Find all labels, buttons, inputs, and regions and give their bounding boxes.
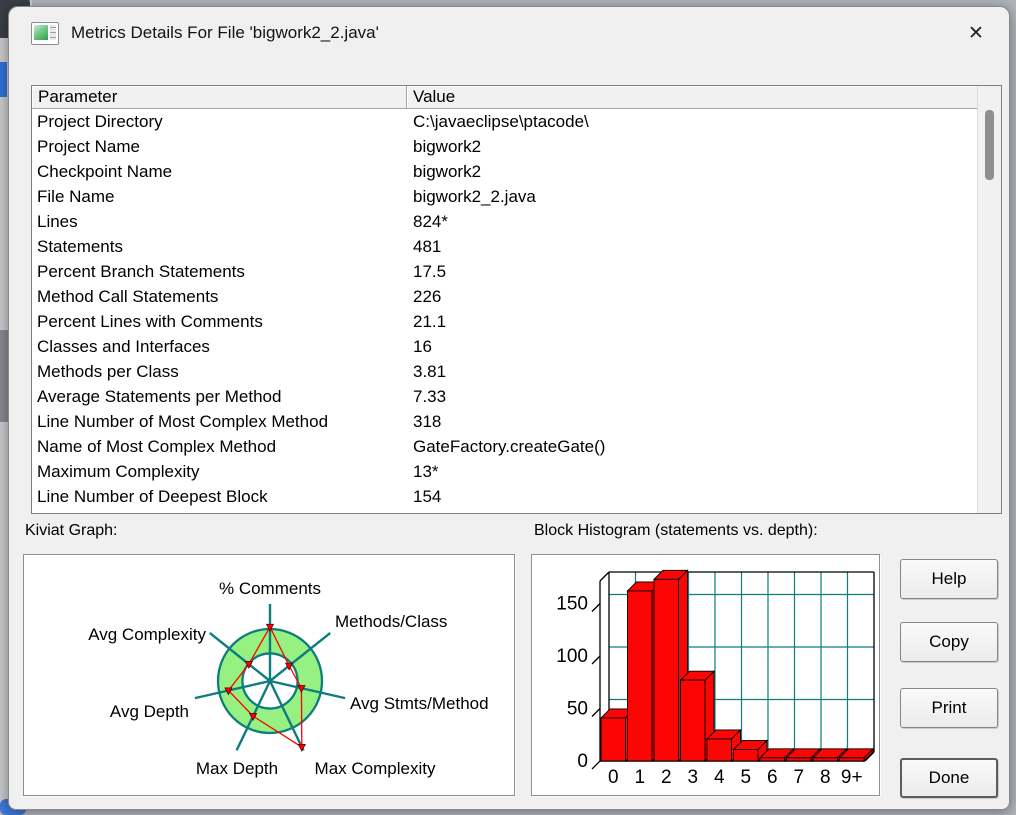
window-title: Metrics Details For File 'bigwork2_2.jav… [71, 23, 379, 42]
table-row[interactable]: Line Number of Deepest Block 154 [32, 484, 978, 509]
close-icon: ✕ [968, 22, 984, 44]
svg-text:5: 5 [740, 767, 751, 788]
kiviat-radar-chart: % Comments Methods/Class Avg Stmts/Method M… [88, 579, 489, 778]
column-header-parameter[interactable]: Parameter [32, 86, 407, 109]
svg-text:Max Depth: Max Depth [196, 759, 278, 778]
table-row[interactable]: Classes and Interfaces 16 [32, 334, 978, 359]
cell-parameter: Project Directory [37, 112, 163, 131]
cell-value: 824* [413, 212, 448, 231]
svg-text:0: 0 [577, 751, 588, 772]
table-row[interactable]: Lines 824* [32, 209, 978, 234]
table-row[interactable]: File Name bigwork2_2.java [32, 184, 978, 209]
metrics-table: Parameter Value Project Directory C:\java… [31, 85, 1002, 514]
cell-value: 154 [413, 487, 442, 506]
svg-text:6: 6 [767, 767, 778, 788]
svg-text:Methods/Class: Methods/Class [335, 612, 447, 631]
cell-parameter: File Name [37, 187, 115, 206]
vertical-scrollbar[interactable] [977, 86, 1001, 513]
cell-value: bigwork2 [413, 137, 482, 156]
cell-parameter: Classes and Interfaces [37, 337, 210, 356]
cell-parameter: Name of Most Complex Method [37, 437, 277, 456]
metrics-details-dialog: Metrics Details For File 'bigwork2_2.jav… [8, 6, 1010, 810]
cell-parameter: Line Number of Deepest Block [37, 487, 268, 506]
cell-parameter: Methods per Class [37, 362, 179, 381]
svg-text:3: 3 [687, 767, 698, 788]
svg-text:8: 8 [820, 767, 831, 788]
cell-parameter: Checkpoint Name [37, 162, 173, 181]
svg-text:Avg Stmts/Method: Avg Stmts/Method [350, 694, 489, 713]
svg-text:1: 1 [634, 767, 645, 788]
cell-value: bigwork2_2.java [413, 187, 536, 206]
cell-value: bigwork2 [413, 162, 482, 181]
print-button[interactable]: Print [900, 688, 998, 728]
copy-button[interactable]: Copy [900, 622, 998, 662]
kiviat-graph-panel: % Comments Methods/Class Avg Stmts/Method M… [23, 554, 515, 796]
table-row[interactable]: Methods per Class 3.81 [32, 359, 978, 384]
close-button[interactable]: ✕ [953, 15, 999, 51]
table-row[interactable]: Project Name bigwork2 [32, 134, 978, 159]
svg-text:0: 0 [608, 767, 619, 788]
svg-text:Max Complexity: Max Complexity [315, 759, 436, 778]
table-row[interactable]: Average Statements per Method 7.33 [32, 384, 978, 409]
table-row[interactable]: Checkpoint Name bigwork2 [32, 159, 978, 184]
table-row[interactable]: Name of Most Complex Method GateFactory.c… [32, 434, 978, 459]
table-row[interactable]: Percent Branch Statements 17.5 [32, 259, 978, 284]
svg-text:Avg Depth: Avg Depth [110, 702, 189, 721]
cell-parameter: Percent Lines with Comments [37, 312, 263, 331]
cell-value: 21.1 [413, 312, 447, 331]
cell-parameter: Percent Branch Statements [37, 262, 245, 281]
background-window-edge-dark [0, 330, 8, 422]
cell-parameter: Lines [37, 212, 78, 231]
table-row[interactable]: Method Call Statements 226 [32, 284, 978, 309]
svg-text:150: 150 [556, 594, 588, 615]
cell-value: 13* [413, 462, 439, 481]
cell-value: 226 [413, 287, 442, 306]
scrollbar-thumb[interactable] [985, 110, 994, 180]
svg-text:Avg Complexity: Avg Complexity [88, 625, 206, 644]
cell-value: 7.33 [413, 387, 447, 406]
svg-text:7: 7 [793, 767, 804, 788]
block-histogram-panel: 0 50 100 150 0 1 2 3 4 5 6 7 8 9+ [531, 554, 880, 796]
kiviat-graph-label: Kiviat Graph: [25, 522, 118, 539]
cell-value: 481 [413, 237, 442, 256]
cell-parameter: Average Statements per Method [37, 387, 282, 406]
table-row[interactable]: Maximum Complexity 13* [32, 459, 978, 484]
svg-text:4: 4 [714, 767, 725, 788]
svg-text:2: 2 [661, 767, 672, 788]
background-accent-blue [0, 62, 7, 97]
table-rows: Project Directory C:\javaeclipse\ptacode\… [32, 109, 978, 513]
help-button[interactable]: Help [900, 559, 998, 599]
cell-value: 16 [413, 337, 432, 356]
cell-parameter: Maximum Complexity [37, 462, 200, 481]
cell-value: 318 [413, 412, 442, 431]
done-button[interactable]: Done [900, 758, 998, 798]
svg-text:9+: 9+ [841, 767, 863, 788]
cell-value: C:\javaeclipse\ptacode\ [413, 112, 589, 131]
column-header-value[interactable]: Value [407, 86, 978, 109]
block-histogram-label: Block Histogram (statements vs. depth): [534, 522, 818, 539]
table-row[interactable]: Project Directory C:\javaeclipse\ptacode\ [32, 109, 978, 134]
cell-parameter: Project Name [37, 137, 140, 156]
table-row[interactable]: Percent Lines with Comments 21.1 [32, 309, 978, 334]
table-row[interactable]: Statements 481 [32, 234, 978, 259]
cell-parameter: Line Number of Most Complex Method [37, 412, 329, 431]
cell-parameter: Method Call Statements [37, 287, 219, 306]
app-icon [31, 21, 59, 45]
cell-value: 3.81 [413, 362, 447, 381]
svg-text:100: 100 [556, 646, 588, 667]
svg-text:% Comments: % Comments [219, 579, 321, 598]
cell-parameter: Statements [37, 237, 123, 256]
svg-text:50: 50 [567, 699, 588, 720]
cell-value: GateFactory.createGate() [413, 437, 606, 456]
table-row[interactable]: Line Number of Most Complex Method 318 [32, 409, 978, 434]
table-header: Parameter Value [32, 86, 978, 109]
title-bar[interactable]: Metrics Details For File 'bigwork2_2.jav… [9, 7, 1009, 59]
cell-value: 17.5 [413, 262, 447, 281]
